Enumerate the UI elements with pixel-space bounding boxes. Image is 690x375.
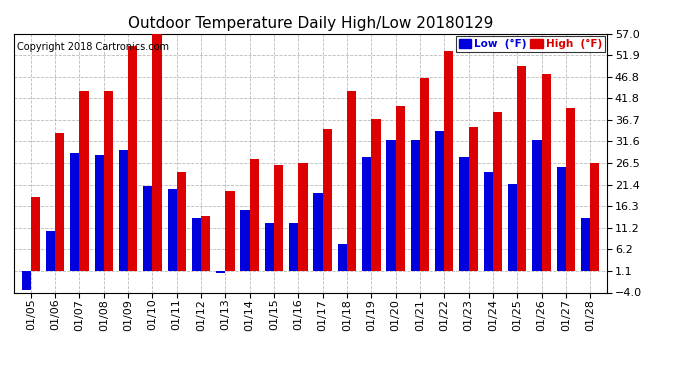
Bar bbox=[581, 218, 590, 271]
Bar bbox=[168, 189, 177, 271]
Bar bbox=[240, 210, 250, 271]
Bar bbox=[201, 216, 210, 271]
Bar bbox=[371, 118, 381, 271]
Bar bbox=[337, 244, 347, 271]
Bar bbox=[152, 34, 161, 271]
Bar bbox=[469, 127, 477, 271]
Bar bbox=[192, 218, 201, 271]
Bar bbox=[177, 172, 186, 271]
Bar bbox=[484, 172, 493, 271]
Bar bbox=[216, 271, 226, 273]
Bar bbox=[542, 74, 551, 271]
Bar bbox=[313, 193, 323, 271]
Bar bbox=[298, 163, 308, 271]
Bar bbox=[435, 131, 444, 271]
Bar bbox=[21, 271, 31, 290]
Bar bbox=[144, 186, 152, 271]
Bar bbox=[119, 150, 128, 271]
Bar bbox=[386, 140, 395, 271]
Bar bbox=[395, 106, 405, 271]
Bar bbox=[128, 46, 137, 271]
Bar bbox=[265, 222, 274, 271]
Bar bbox=[347, 91, 356, 271]
Bar bbox=[508, 184, 518, 271]
Bar bbox=[362, 157, 371, 271]
Bar bbox=[55, 134, 64, 271]
Bar bbox=[493, 112, 502, 271]
Bar bbox=[566, 108, 575, 271]
Bar bbox=[95, 154, 103, 271]
Bar bbox=[289, 222, 298, 271]
Bar bbox=[411, 140, 420, 271]
Bar bbox=[79, 91, 89, 271]
Bar bbox=[104, 91, 113, 271]
Bar bbox=[557, 167, 566, 271]
Bar bbox=[460, 157, 469, 271]
Bar bbox=[444, 51, 453, 271]
Title: Outdoor Temperature Daily High/Low 20180129: Outdoor Temperature Daily High/Low 20180… bbox=[128, 16, 493, 31]
Bar bbox=[518, 66, 526, 271]
Bar bbox=[31, 197, 40, 271]
Legend: Low  (°F), High  (°F): Low (°F), High (°F) bbox=[455, 36, 605, 52]
Bar bbox=[323, 129, 332, 271]
Bar bbox=[250, 159, 259, 271]
Bar bbox=[226, 191, 235, 271]
Text: Copyright 2018 Cartronics.com: Copyright 2018 Cartronics.com bbox=[17, 42, 169, 51]
Bar bbox=[532, 140, 542, 271]
Bar bbox=[590, 163, 600, 271]
Bar bbox=[420, 78, 429, 271]
Bar bbox=[70, 153, 79, 271]
Bar bbox=[274, 165, 284, 271]
Bar bbox=[46, 231, 55, 271]
